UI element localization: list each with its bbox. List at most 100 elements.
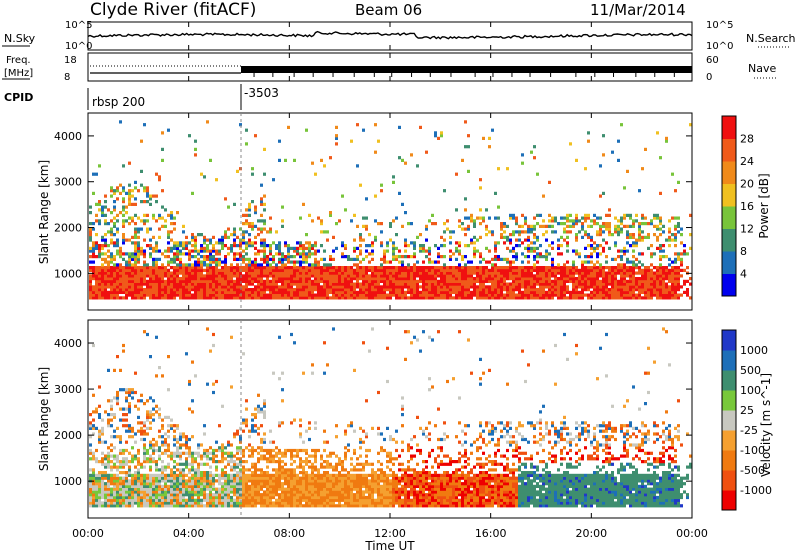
power-cell bbox=[209, 249, 212, 253]
power-cell bbox=[515, 288, 518, 292]
power-cell bbox=[611, 282, 614, 286]
power-cell bbox=[140, 274, 143, 278]
power-cell bbox=[311, 279, 314, 283]
power-cell bbox=[137, 279, 140, 283]
power-cell bbox=[311, 268, 314, 272]
velocity-cell bbox=[143, 484, 146, 488]
power-cell bbox=[647, 277, 650, 281]
velocity-cell bbox=[227, 490, 230, 494]
power-cell bbox=[140, 288, 143, 292]
power-cell bbox=[335, 134, 338, 138]
power-cell bbox=[227, 285, 230, 289]
velocity-cell bbox=[119, 498, 122, 502]
velocity-cell bbox=[227, 454, 230, 458]
power-cell bbox=[638, 189, 641, 193]
velocity-cell bbox=[230, 501, 233, 505]
power-cell bbox=[548, 296, 551, 300]
power-cell bbox=[551, 246, 554, 250]
power-cell bbox=[434, 288, 437, 292]
power-cell bbox=[188, 293, 191, 297]
power-cell bbox=[671, 277, 674, 281]
power-cell bbox=[482, 285, 485, 289]
velocity-cell bbox=[188, 451, 191, 455]
velocity-cell bbox=[239, 460, 242, 464]
power-cell bbox=[461, 288, 464, 292]
power-cell bbox=[551, 266, 554, 270]
power-cell bbox=[620, 222, 623, 226]
power-cell bbox=[455, 246, 458, 250]
power-cell bbox=[236, 252, 239, 256]
power-cell bbox=[251, 224, 254, 228]
power-cell bbox=[212, 288, 215, 292]
power-cell bbox=[437, 288, 440, 292]
power-cell bbox=[128, 257, 131, 261]
power-cell bbox=[116, 282, 119, 286]
power-cell bbox=[647, 290, 650, 294]
power-cell bbox=[380, 296, 383, 300]
power-cell bbox=[686, 288, 689, 292]
velocity-cell bbox=[245, 482, 248, 486]
velocity-cell bbox=[155, 482, 158, 486]
velocity-cell bbox=[170, 471, 173, 475]
velocity-cell bbox=[122, 498, 125, 502]
velocity-cell bbox=[152, 476, 155, 480]
power-cell bbox=[620, 274, 623, 278]
power-cell bbox=[362, 290, 365, 294]
power-cell bbox=[644, 285, 647, 289]
power-cell bbox=[203, 257, 206, 261]
power-cell bbox=[302, 296, 305, 300]
power-cell bbox=[404, 241, 407, 245]
power-cell bbox=[362, 277, 365, 281]
power-cell bbox=[614, 296, 617, 300]
power-cell bbox=[158, 271, 161, 275]
power-cell bbox=[467, 293, 470, 297]
power-cell bbox=[110, 277, 113, 281]
velocity-cell bbox=[167, 493, 170, 497]
power-cell bbox=[362, 238, 365, 242]
power-cell bbox=[659, 219, 662, 223]
power-cell bbox=[254, 260, 257, 264]
power-cell bbox=[485, 271, 488, 275]
power-cell bbox=[554, 271, 557, 275]
power-cell bbox=[668, 244, 671, 248]
power-cell bbox=[386, 244, 389, 248]
power-cell bbox=[608, 268, 611, 272]
power-cell bbox=[683, 279, 686, 283]
power-cell bbox=[386, 288, 389, 292]
velocity-cell bbox=[158, 498, 161, 502]
power-cell bbox=[302, 285, 305, 289]
velocity-cell bbox=[236, 465, 239, 469]
power-cell bbox=[422, 246, 425, 250]
power-cell bbox=[488, 145, 491, 149]
power-cell bbox=[107, 268, 110, 272]
power-cell bbox=[110, 271, 113, 275]
power-cell bbox=[452, 268, 455, 272]
power-cell bbox=[599, 282, 602, 286]
power-cell bbox=[95, 293, 98, 297]
power-cell bbox=[215, 252, 218, 256]
velocity-cell bbox=[245, 421, 248, 425]
power-cell bbox=[155, 293, 158, 297]
power-cell bbox=[668, 263, 671, 267]
velocity-cell bbox=[116, 493, 119, 497]
velocity-cell bbox=[122, 349, 125, 353]
power-cell bbox=[209, 263, 212, 267]
power-cell bbox=[608, 266, 611, 270]
power-cell bbox=[134, 202, 137, 206]
power-cell bbox=[161, 266, 164, 270]
power-cell bbox=[632, 224, 635, 228]
velocity-cell bbox=[206, 501, 209, 505]
power-cell bbox=[464, 296, 467, 300]
power-cell bbox=[224, 290, 227, 294]
power-cell bbox=[191, 266, 194, 270]
power-cell bbox=[179, 241, 182, 245]
velocity-cell bbox=[179, 490, 182, 494]
power-cell bbox=[254, 268, 257, 272]
power-cell bbox=[266, 288, 269, 292]
power-cell bbox=[608, 290, 611, 294]
power-cell bbox=[509, 290, 512, 294]
power-cell bbox=[263, 266, 266, 270]
power-cell bbox=[497, 216, 500, 220]
velocity-cell bbox=[176, 501, 179, 505]
velocity-cell bbox=[143, 490, 146, 494]
